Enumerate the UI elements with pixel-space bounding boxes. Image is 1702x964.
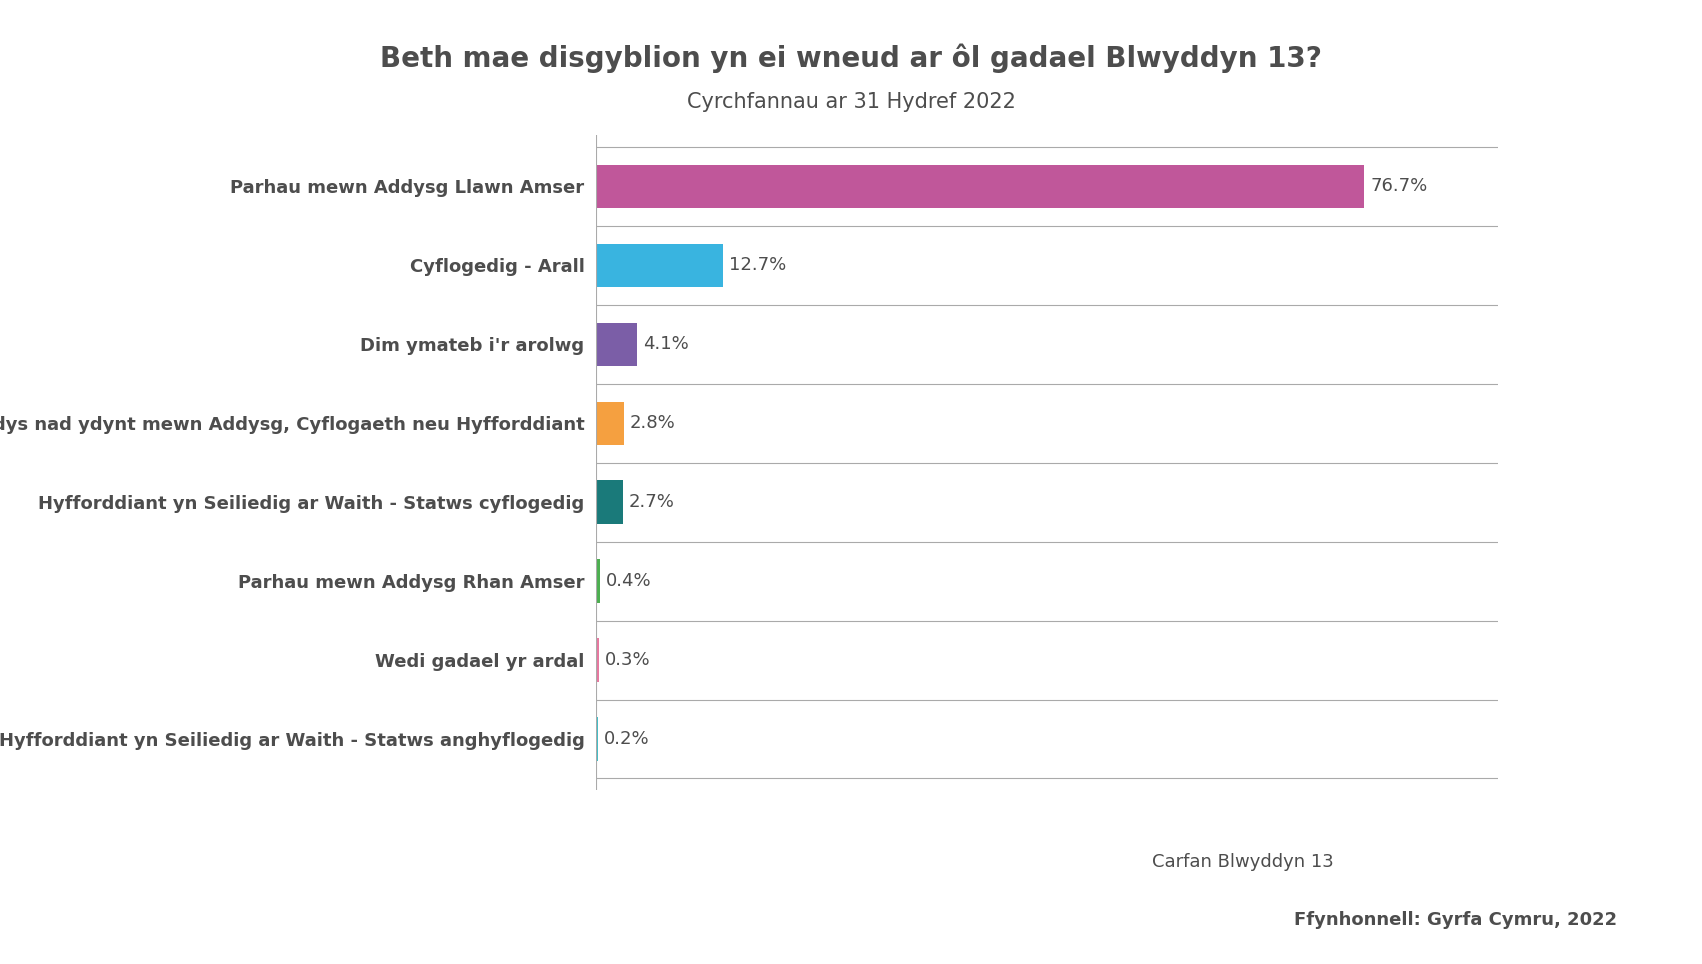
Bar <box>596 717 597 761</box>
Text: 2.7%: 2.7% <box>628 494 674 511</box>
Text: 0.2%: 0.2% <box>604 730 650 748</box>
Text: 12.7%: 12.7% <box>728 256 786 275</box>
Text: Beth mae disgyblion yn ei wneud ar ôl gadael Blwyddyn 13?: Beth mae disgyblion yn ei wneud ar ôl ga… <box>380 43 1322 73</box>
Bar <box>596 480 623 523</box>
Bar <box>596 244 723 287</box>
Text: 0.4%: 0.4% <box>606 572 652 590</box>
Text: 0.3%: 0.3% <box>604 651 650 669</box>
Text: Carfan Blwyddyn 13: Carfan Blwyddyn 13 <box>1152 853 1333 871</box>
Bar <box>596 559 599 602</box>
Bar <box>596 638 599 682</box>
Text: Cyrchfannau ar 31 Hydref 2022: Cyrchfannau ar 31 Hydref 2022 <box>686 92 1016 112</box>
Text: 4.1%: 4.1% <box>643 335 689 354</box>
Text: 2.8%: 2.8% <box>630 415 676 432</box>
Text: Ffynhonnell: Gyrfa Cymru, 2022: Ffynhonnell: Gyrfa Cymru, 2022 <box>1294 911 1617 929</box>
Text: 76.7%: 76.7% <box>1370 177 1428 196</box>
Bar <box>596 402 623 445</box>
Bar <box>596 323 637 366</box>
Bar <box>596 165 1365 208</box>
